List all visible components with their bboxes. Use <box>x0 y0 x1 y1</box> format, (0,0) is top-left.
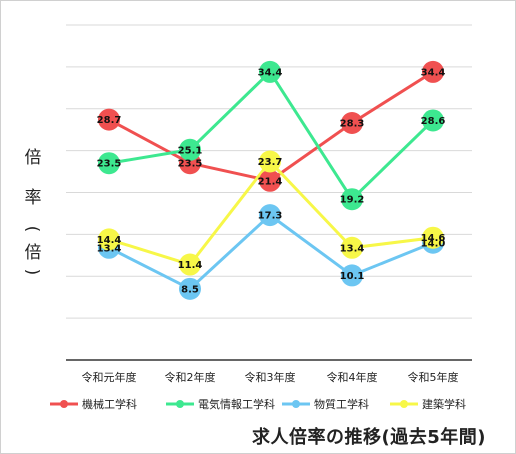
data-point <box>341 236 363 259</box>
data-label: 23.7 <box>258 157 283 168</box>
data-label: 23.5 <box>178 159 203 170</box>
data-point <box>259 204 281 227</box>
data-label: 25.1 <box>178 145 203 156</box>
data-point <box>422 226 444 249</box>
legend-marker <box>60 400 68 408</box>
data-label: 17.3 <box>258 211 283 222</box>
legend-marker <box>400 400 408 408</box>
x-tick-label: 令和3年度 <box>245 370 296 384</box>
data-point <box>341 188 363 211</box>
data-point <box>422 109 444 132</box>
chart-title: 求人倍率の推移(過去5年間) <box>252 427 486 448</box>
data-point <box>98 152 120 175</box>
data-label: 23.5 <box>97 159 122 170</box>
y-axis-label-char: 倍 <box>25 243 42 263</box>
y-axis-label: 倍率(倍) <box>22 148 42 275</box>
legend-label: 物質工学科 <box>314 397 369 411</box>
data-label: 8.5 <box>181 284 199 295</box>
data-point <box>179 253 201 276</box>
series-line <box>108 213 434 291</box>
x-tick-label: 令和元年度 <box>82 370 137 384</box>
data-point <box>341 264 363 287</box>
data-label: 14.4 <box>97 235 122 246</box>
data-label: 13.4 <box>340 243 365 254</box>
x-tick-label: 令和2年度 <box>165 370 216 384</box>
data-labels: 28.7 23.5 21.4 28.3 34.4 23.5 25.1 34.4 19.2 28.6… <box>97 67 446 295</box>
legend: 機械工学科 電気情報工学科 物質工学科 建築学科 <box>50 397 466 411</box>
x-tick-labels: 令和元年度 令和2年度 令和3年度 令和4年度 令和5年度 <box>82 370 459 384</box>
data-point <box>422 60 444 83</box>
legend-marker <box>292 400 300 408</box>
data-point <box>341 111 363 134</box>
series-lines <box>98 60 444 300</box>
data-point <box>98 108 120 131</box>
y-axis-label-char: ( <box>22 226 42 233</box>
data-label: 34.4 <box>258 67 283 78</box>
data-label: 13.4 <box>97 243 122 254</box>
data-label: 14.0 <box>421 238 446 249</box>
data-label: 19.2 <box>340 195 365 206</box>
data-label: 28.3 <box>340 118 365 129</box>
data-point <box>259 60 281 83</box>
data-label: 28.7 <box>97 115 122 126</box>
y-axis-label-char: ) <box>22 269 42 276</box>
x-tick-label: 令和4年度 <box>327 370 378 384</box>
legend-marker <box>176 400 184 408</box>
legend-label: 建築学科 <box>422 397 466 411</box>
data-point <box>259 169 281 192</box>
legend-label: 電気情報工学科 <box>198 397 275 411</box>
data-label: 14.6 <box>421 233 446 244</box>
x-tick-label: 令和5年度 <box>408 370 459 384</box>
data-point <box>259 150 281 173</box>
y-axis-label-char: 率 <box>25 188 42 208</box>
data-label: 11.4 <box>178 260 203 271</box>
y-axis-label-char: 倍 <box>25 148 42 168</box>
data-point <box>179 277 201 300</box>
data-point <box>98 228 120 251</box>
data-point <box>179 138 201 161</box>
data-label: 21.4 <box>258 176 283 187</box>
legend-label: 機械工学科 <box>82 397 137 411</box>
data-label: 10.1 <box>340 271 365 282</box>
data-label: 28.6 <box>421 116 446 127</box>
data-label: 34.4 <box>421 67 446 78</box>
